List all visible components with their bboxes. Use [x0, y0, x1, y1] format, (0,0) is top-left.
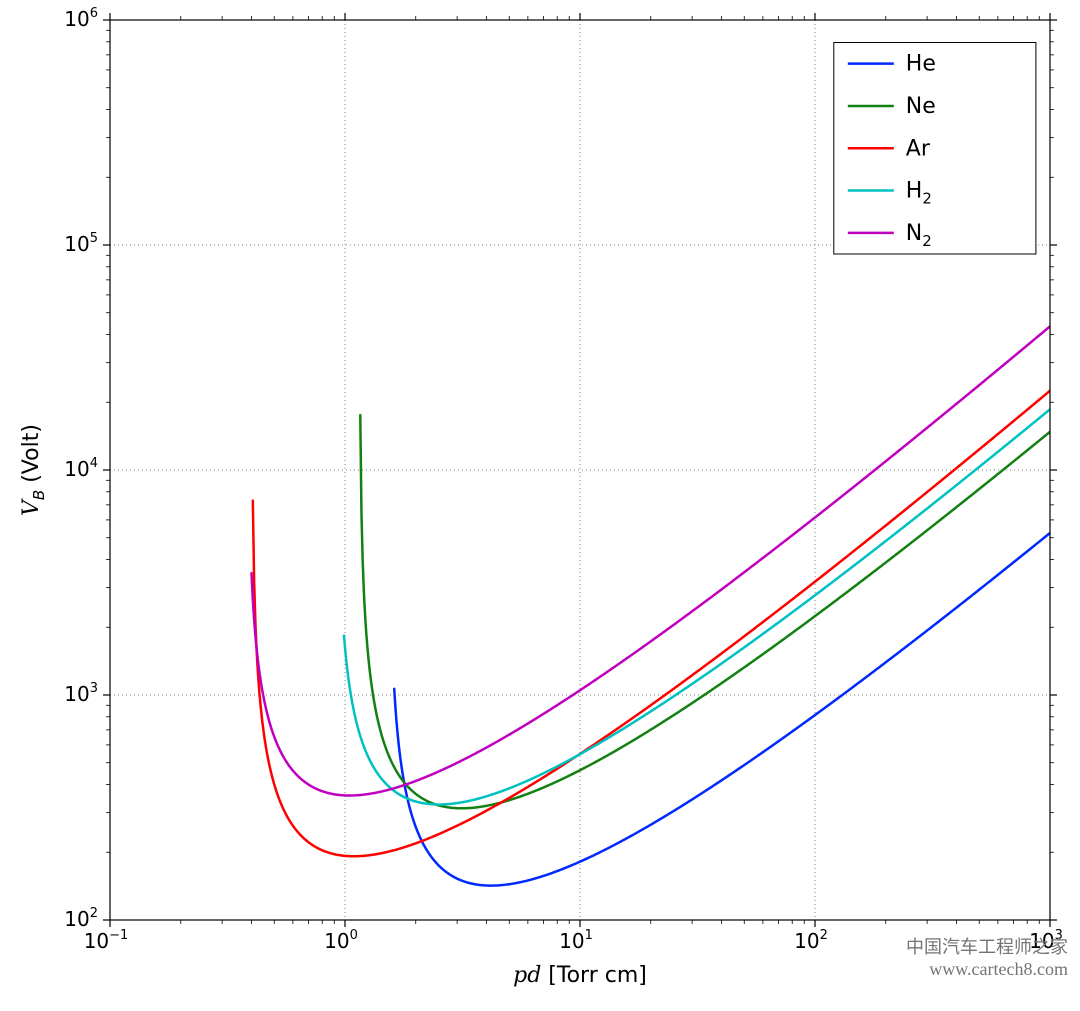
legend-label-He: He — [906, 52, 936, 77]
paschen-chart: 10−1100101102103102103104105106pd [Torr … — [0, 0, 1080, 1011]
x-axis-label: pd [Torr cm] — [513, 963, 647, 988]
legend-label-Ar: Ar — [906, 136, 931, 161]
legend-label-Ne: Ne — [906, 94, 936, 119]
chart-svg: 10−1100101102103102103104105106pd [Torr … — [0, 0, 1080, 1011]
y-axis-label: VB (Volt) — [19, 424, 48, 516]
legend: HeNeArH2N2 — [834, 43, 1036, 255]
